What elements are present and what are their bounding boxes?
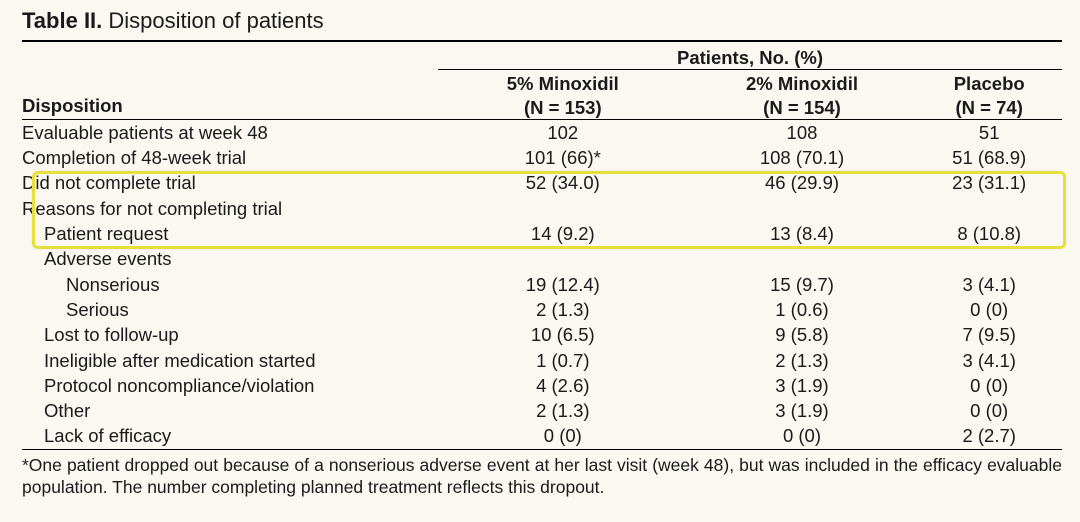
cell-a: 1 (0.7) [438, 348, 688, 373]
cell-b: 46 (29.9) [688, 170, 917, 195]
row-label: Serious [22, 297, 438, 322]
cell-c: 7 (9.5) [916, 322, 1062, 347]
cell-b: 3 (1.9) [688, 373, 917, 398]
row-label: Ineligible after medication started [22, 348, 438, 373]
table-row: Completion of 48-week trial101 (66)*108 … [22, 145, 1062, 170]
table-row: Lack of efficacy0 (0)0 (0)2 (2.7) [22, 423, 1062, 448]
cell-b [688, 196, 917, 221]
table-label: Table II. [22, 8, 102, 33]
table-row: Evaluable patients at week 4810210851 [22, 120, 1062, 145]
cell-c: 0 (0) [916, 373, 1062, 398]
row-label: Lack of efficacy [22, 423, 438, 448]
table-title: Table II. Disposition of patients [22, 8, 1062, 34]
row-label: Adverse events [22, 246, 438, 271]
cell-b: 15 (9.7) [688, 272, 917, 297]
cell-b: 2 (1.3) [688, 348, 917, 373]
cell-b: 0 (0) [688, 423, 917, 448]
cell-a [438, 196, 688, 221]
table-container: Disposition Patients, No. (%) 5% Minoxid… [22, 42, 1062, 449]
cell-b: 9 (5.8) [688, 322, 917, 347]
col-header-c: Placebo (N = 74) [916, 70, 1062, 119]
table-row: Nonserious19 (12.4)15 (9.7)3 (4.1) [22, 272, 1062, 297]
table-footnote: *One patient dropped out because of a no… [22, 454, 1062, 499]
cell-a: 14 (9.2) [438, 221, 688, 246]
cell-a: 52 (34.0) [438, 170, 688, 195]
spanner-header: Patients, No. (%) [438, 42, 1062, 70]
cell-c: 2 (2.7) [916, 423, 1062, 448]
col-header-a: 5% Minoxidil (N = 153) [438, 70, 688, 119]
row-label: Lost to follow-up [22, 322, 438, 347]
bottom-rule [22, 449, 1062, 450]
cell-a: 101 (66)* [438, 145, 688, 170]
table-row: Adverse events [22, 246, 1062, 271]
cell-c [916, 196, 1062, 221]
table-row: Protocol noncompliance/violation4 (2.6)3… [22, 373, 1062, 398]
disposition-table: Disposition Patients, No. (%) 5% Minoxid… [22, 42, 1062, 449]
table-row: Reasons for not completing trial [22, 196, 1062, 221]
cell-c: 51 (68.9) [916, 145, 1062, 170]
table-row: Patient request14 (9.2)13 (8.4)8 (10.8) [22, 221, 1062, 246]
table-body: Evaluable patients at week 4810210851Com… [22, 120, 1062, 449]
row-label: Protocol noncompliance/violation [22, 373, 438, 398]
table-row: Ineligible after medication started1 (0.… [22, 348, 1062, 373]
cell-c [916, 246, 1062, 271]
row-label: Patient request [22, 221, 438, 246]
cell-a: 2 (1.3) [438, 398, 688, 423]
cell-a [438, 246, 688, 271]
cell-c: 8 (10.8) [916, 221, 1062, 246]
cell-b: 1 (0.6) [688, 297, 917, 322]
cell-a: 2 (1.3) [438, 297, 688, 322]
cell-b: 3 (1.9) [688, 398, 917, 423]
row-label: Evaluable patients at week 48 [22, 120, 438, 145]
table-caption: Disposition of patients [108, 8, 323, 33]
cell-c: 0 (0) [916, 398, 1062, 423]
col-header-b: 2% Minoxidil (N = 154) [688, 70, 917, 119]
cell-c: 3 (4.1) [916, 348, 1062, 373]
cell-b: 108 [688, 120, 917, 145]
cell-a: 10 (6.5) [438, 322, 688, 347]
cell-a: 0 (0) [438, 423, 688, 448]
cell-b: 108 (70.1) [688, 145, 917, 170]
cell-c: 3 (4.1) [916, 272, 1062, 297]
table-row: Other2 (1.3)3 (1.9)0 (0) [22, 398, 1062, 423]
row-label: Reasons for not completing trial [22, 196, 438, 221]
table-row: Lost to follow-up10 (6.5)9 (5.8)7 (9.5) [22, 322, 1062, 347]
cell-b [688, 246, 917, 271]
cell-b: 13 (8.4) [688, 221, 917, 246]
cell-c: 23 (31.1) [916, 170, 1062, 195]
cell-c: 0 (0) [916, 297, 1062, 322]
cell-a: 102 [438, 120, 688, 145]
row-label: Completion of 48-week trial [22, 145, 438, 170]
cell-a: 19 (12.4) [438, 272, 688, 297]
row-label: Did not complete trial [22, 170, 438, 195]
row-label: Nonserious [22, 272, 438, 297]
row-label: Other [22, 398, 438, 423]
row-header: Disposition [22, 42, 438, 119]
table-row: Did not complete trial52 (34.0)46 (29.9)… [22, 170, 1062, 195]
table-row: Serious2 (1.3)1 (0.6)0 (0) [22, 297, 1062, 322]
cell-c: 51 [916, 120, 1062, 145]
cell-a: 4 (2.6) [438, 373, 688, 398]
